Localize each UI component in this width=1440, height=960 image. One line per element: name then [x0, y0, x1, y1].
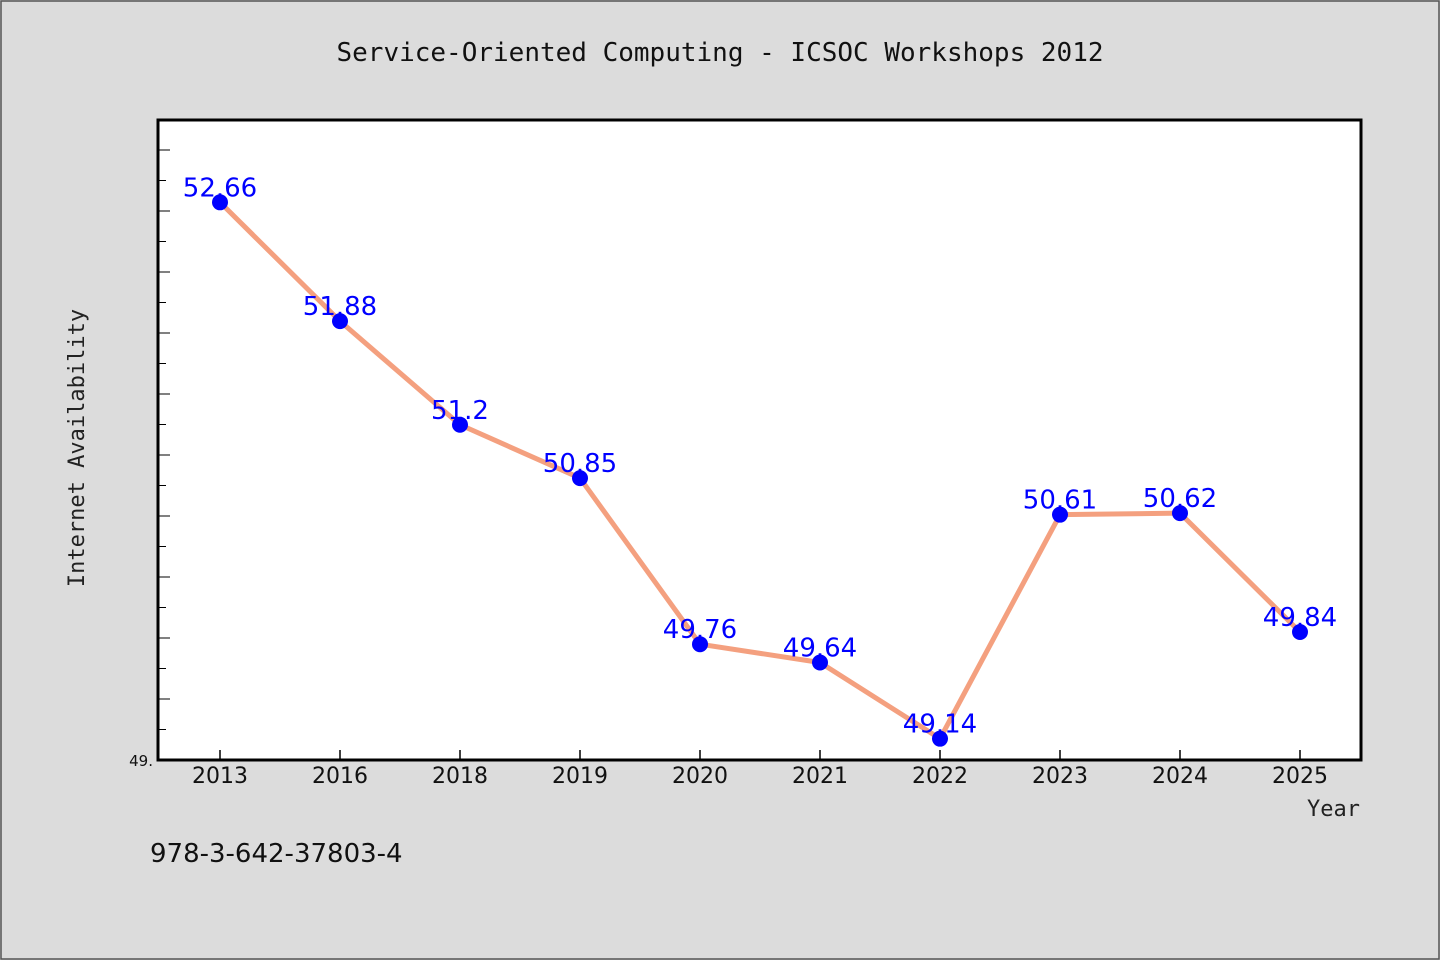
data-label: 49.14 — [903, 710, 977, 740]
x-tick-label: 2022 — [912, 764, 968, 789]
isbn-footer: 978-3-642-37803-4 — [150, 839, 403, 869]
y-axis-ticks — [158, 149, 170, 730]
data-label: 51.2 — [431, 396, 489, 426]
x-tick-label: 2019 — [552, 764, 608, 789]
y-axis-label: Internet Availability — [65, 309, 90, 587]
data-point — [932, 730, 948, 747]
data-label: 49.64 — [783, 633, 857, 663]
x-tick-label: 2020 — [672, 764, 728, 789]
chart-title: Service-Oriented Computing - ICSOC Works… — [336, 38, 1103, 68]
x-tick-label: 2023 — [1032, 764, 1088, 789]
data-point — [332, 313, 348, 330]
data-label: 50.61 — [1023, 486, 1097, 516]
x-tick-label: 2013 — [192, 764, 248, 789]
data-point — [1292, 624, 1308, 640]
data-label: 49.84 — [1263, 603, 1337, 633]
data-label: 52.66 — [183, 173, 257, 203]
data-label: 49.76 — [663, 615, 737, 645]
x-tick-label: 2021 — [792, 764, 848, 789]
data-label: 50.62 — [1143, 484, 1217, 514]
data-point — [812, 654, 828, 671]
series-line — [217, 199, 1303, 742]
y-axis-min-label: 49. — [129, 752, 153, 770]
data-point — [572, 470, 588, 487]
x-axis-label: Year — [1307, 797, 1360, 822]
data-point — [1172, 505, 1188, 522]
plot-area — [156, 118, 1363, 762]
data-point — [212, 194, 228, 211]
data-label: 50.85 — [543, 449, 617, 479]
data-point — [692, 636, 708, 653]
x-tick-label: 2018 — [432, 764, 488, 789]
x-tick-label: 2016 — [312, 764, 368, 789]
series-layer: 52.66 51.88 51.2 50.85 49.76 49.64 49.14 50.61 5… — [183, 173, 1337, 747]
x-tick-label: 2024 — [1152, 764, 1208, 789]
data-point — [1052, 506, 1068, 523]
data-point — [452, 416, 468, 433]
x-tick-label: 2025 — [1272, 764, 1328, 789]
data-label: 51.88 — [303, 292, 377, 322]
x-axis-ticks: 2013 2016 2018 2019 2020 2021 2022 2023 2024 2025 — [192, 750, 1328, 789]
